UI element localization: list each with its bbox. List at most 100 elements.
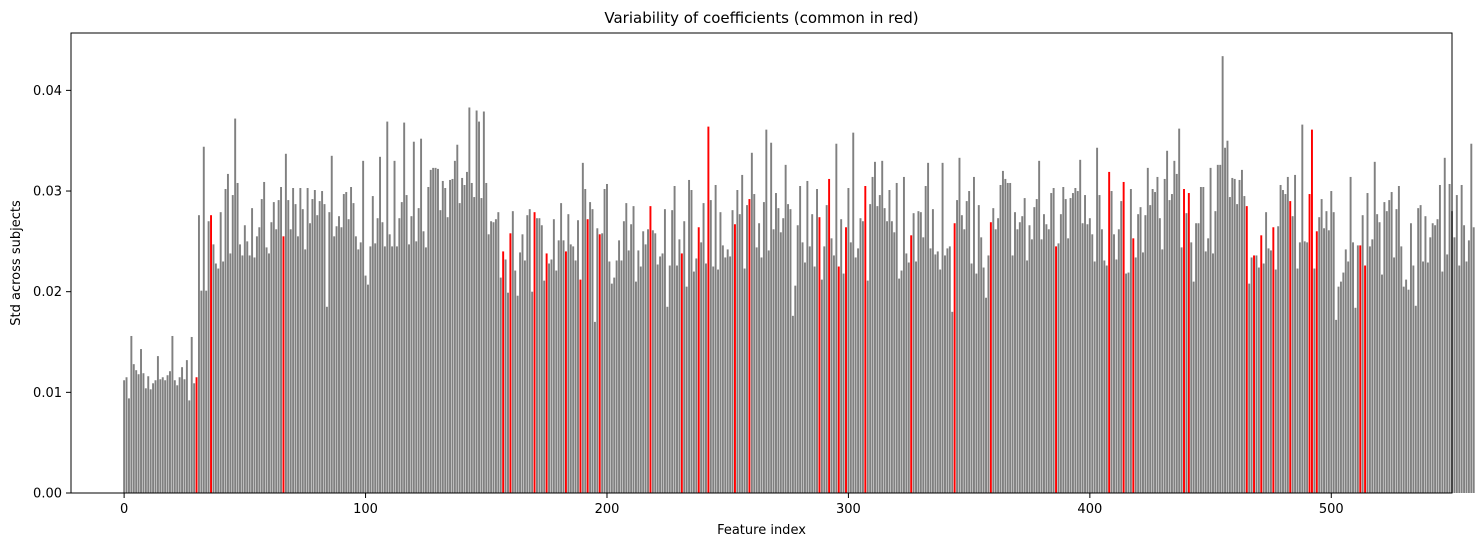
bar	[1296, 268, 1299, 493]
bar-common	[953, 223, 956, 494]
bar	[946, 248, 949, 493]
bar	[678, 239, 681, 493]
bar	[1424, 216, 1427, 493]
bar	[1137, 214, 1140, 493]
bar	[712, 266, 715, 493]
bar	[364, 275, 367, 493]
bar	[1381, 274, 1383, 493]
bar	[924, 186, 927, 493]
bar	[724, 257, 727, 493]
bar	[654, 233, 657, 493]
bar	[874, 161, 876, 493]
bar	[538, 218, 541, 493]
bar	[422, 231, 425, 494]
bar	[593, 321, 596, 493]
bar	[166, 375, 169, 493]
bar	[1378, 222, 1381, 494]
bar	[1009, 182, 1012, 494]
bar	[202, 146, 205, 494]
bar	[1038, 160, 1041, 493]
bar	[1040, 239, 1043, 493]
bar	[1134, 257, 1137, 493]
bar	[263, 181, 266, 493]
bar	[1356, 245, 1359, 493]
bar	[1185, 213, 1188, 493]
bar-common	[545, 253, 548, 493]
bar-common	[1359, 245, 1362, 493]
bar	[246, 241, 249, 493]
bar	[890, 221, 893, 494]
bar	[224, 189, 227, 493]
bar	[1463, 225, 1466, 493]
bar	[1277, 226, 1280, 493]
bar	[1202, 187, 1205, 493]
bar	[405, 195, 408, 493]
bar	[1081, 223, 1084, 494]
bar	[197, 215, 200, 493]
bar	[1286, 176, 1289, 493]
bar	[292, 188, 295, 493]
bar-common	[1315, 231, 1318, 494]
bar	[258, 227, 261, 493]
bar	[1282, 190, 1284, 493]
bar-common	[989, 222, 992, 494]
bar	[1284, 194, 1287, 494]
bar	[584, 189, 587, 493]
bar	[1352, 242, 1354, 493]
bar	[876, 206, 879, 493]
bar	[1458, 265, 1461, 493]
bar	[750, 152, 753, 493]
bar	[217, 268, 220, 493]
bar	[982, 267, 985, 493]
bar	[490, 221, 493, 494]
bar	[176, 385, 179, 493]
bar	[1059, 214, 1062, 493]
bar	[963, 229, 966, 493]
bar	[608, 261, 611, 493]
bar	[919, 212, 922, 494]
bar	[156, 356, 159, 493]
bar	[231, 195, 234, 493]
bar	[1325, 211, 1328, 493]
bar	[1419, 205, 1422, 493]
bar	[808, 246, 811, 493]
bar	[309, 223, 311, 494]
bar-common	[837, 266, 840, 493]
bar	[1195, 223, 1198, 494]
bar-common	[1122, 181, 1125, 493]
bar	[1021, 216, 1024, 493]
bar	[589, 202, 592, 493]
bar	[548, 263, 550, 493]
bar	[1291, 216, 1294, 493]
bar	[369, 246, 372, 493]
bar	[161, 377, 164, 493]
bar-common	[1308, 194, 1311, 494]
bar	[164, 380, 167, 493]
bar	[1074, 188, 1077, 493]
bar	[956, 200, 959, 493]
bar	[1250, 257, 1253, 493]
bar	[1269, 250, 1272, 493]
bar	[321, 191, 324, 493]
bar	[601, 233, 604, 493]
bar	[760, 257, 763, 493]
bar	[849, 242, 852, 493]
bar	[801, 242, 804, 493]
bar	[432, 167, 435, 493]
bar	[987, 255, 990, 493]
bar	[1006, 182, 1009, 494]
bar	[985, 297, 987, 493]
bar	[1113, 234, 1115, 493]
bar-common	[502, 251, 505, 493]
bar	[842, 273, 845, 493]
bar	[871, 176, 874, 493]
bar	[154, 380, 157, 493]
bar	[900, 270, 903, 493]
bar	[1226, 140, 1229, 493]
bar	[866, 280, 869, 493]
bar	[820, 279, 823, 493]
bar-common	[748, 199, 751, 493]
bar	[1192, 281, 1195, 493]
bar	[1395, 209, 1398, 493]
bar	[888, 190, 891, 493]
